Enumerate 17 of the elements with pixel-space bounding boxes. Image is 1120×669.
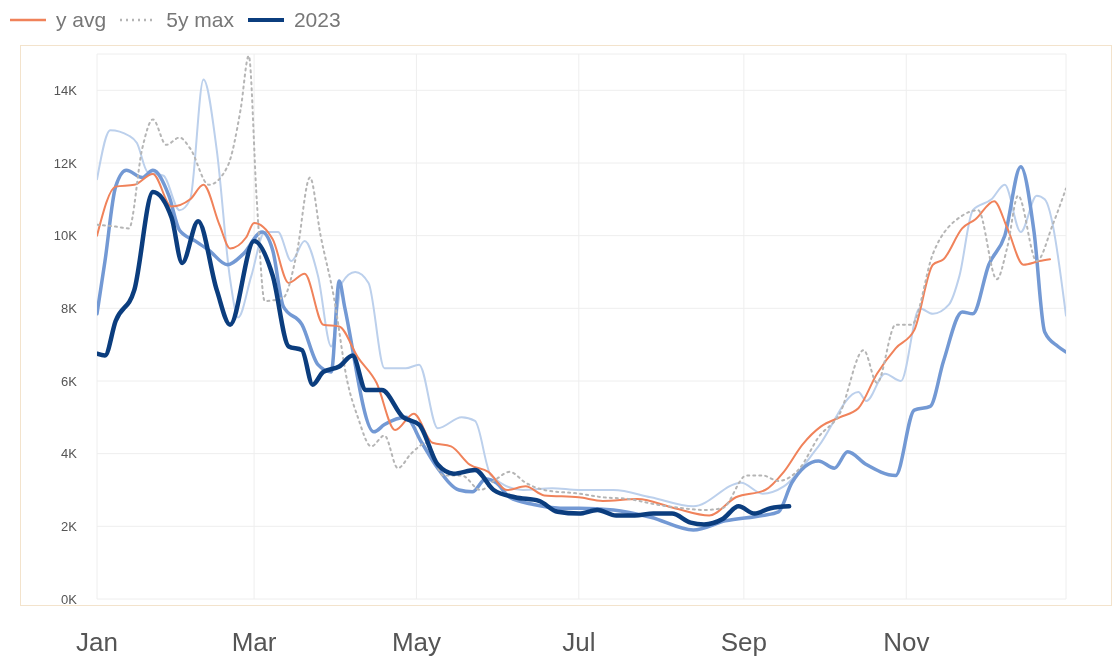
y-tick-label: 8K — [61, 300, 78, 316]
y-tick-label: 2K — [61, 518, 78, 534]
y-tick-label: 10K — [53, 228, 78, 244]
y-tick-label: 0K — [61, 591, 78, 607]
y-tick-label: 14K — [53, 82, 78, 98]
y-tick-label: 12K — [53, 155, 78, 171]
legend-label: 2023 — [293, 8, 341, 32]
x-tick-label: Nov — [883, 627, 930, 658]
x-tick-label: Jul — [562, 627, 596, 658]
y-tick-label: 6K — [61, 373, 78, 389]
x-tick-label: Jan — [76, 627, 118, 658]
legend-label: 5y max — [166, 8, 234, 32]
y-tick-label: 4K — [61, 446, 78, 462]
x-tick-label: May — [391, 627, 442, 658]
x-tick-label: Mar — [231, 627, 277, 658]
legend-label: y avg — [56, 8, 107, 32]
x-tick-label: Sep — [720, 627, 768, 658]
